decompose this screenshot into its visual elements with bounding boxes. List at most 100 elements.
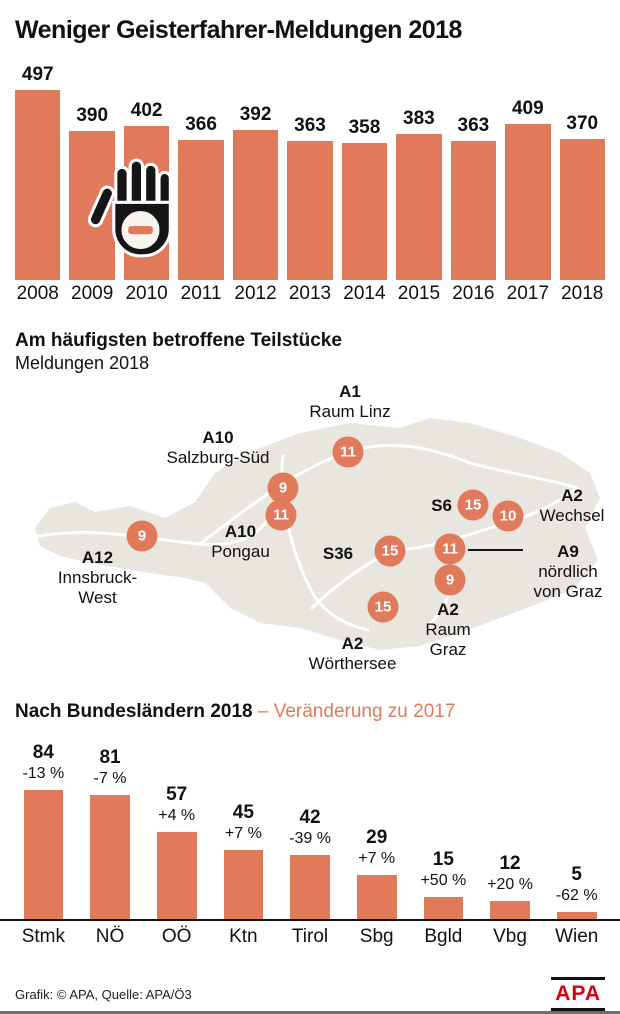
map-label-a2-raum-graz: A2 Raum Graz bbox=[407, 600, 489, 660]
map-label-a9-noerdlich-von-graz: A9 nördlich von Graz bbox=[520, 542, 616, 602]
bar bbox=[490, 901, 530, 920]
year-label: 2016 bbox=[452, 283, 495, 304]
bar-value-label: 370 bbox=[566, 113, 599, 134]
map-badge-woerthersee: 15 bbox=[367, 591, 399, 623]
bar-value-label: 12 bbox=[499, 853, 521, 874]
bar-value-label: 57 bbox=[166, 784, 188, 805]
bar-column: 363 bbox=[450, 62, 497, 280]
bar-column: 42 -39 % bbox=[282, 733, 339, 920]
states-chart-baseline bbox=[0, 919, 620, 921]
map-label-s36: S36 bbox=[313, 544, 363, 564]
bar bbox=[396, 134, 442, 280]
route-number: A10 bbox=[202, 428, 234, 447]
bar-column: 392 bbox=[232, 62, 279, 280]
state-label: Tirol bbox=[291, 926, 329, 947]
bar bbox=[232, 130, 279, 280]
map-label-a12-innsbruck-west: A12 Innsbruck- West bbox=[40, 548, 155, 608]
year-label: 2008 bbox=[16, 283, 59, 304]
bar bbox=[23, 790, 64, 920]
state-label: Wien bbox=[555, 926, 599, 947]
state-label: Sbg bbox=[359, 926, 394, 947]
bar bbox=[559, 139, 605, 280]
bar-column: 5 -62 % bbox=[548, 733, 605, 920]
states-heading-rest: – Veränderung zu 2017 bbox=[252, 701, 456, 722]
route-number: S36 bbox=[322, 544, 354, 563]
bar-change-label: +20 % bbox=[487, 876, 533, 893]
route-name: Pongau bbox=[211, 542, 270, 561]
route-name: Graz bbox=[429, 640, 467, 659]
route-number: A12 bbox=[81, 548, 114, 567]
bar-value-label: 81 bbox=[99, 747, 121, 768]
state-label: Stmk bbox=[21, 926, 65, 947]
state-label: Vbg bbox=[493, 926, 527, 947]
states-section-heading: Nach Bundesländern 2018 – Veränderung zu… bbox=[15, 701, 455, 723]
map-badge-s6: 15 bbox=[457, 489, 489, 521]
route-name: von Graz bbox=[533, 582, 603, 601]
bar-column: 15 +50 % bbox=[415, 733, 472, 920]
bar-value-label: 366 bbox=[185, 114, 217, 135]
year-label: 2017 bbox=[506, 283, 549, 304]
year-label: 2009 bbox=[71, 283, 114, 304]
bar-value-label: 29 bbox=[366, 827, 388, 848]
credit-text: Grafik: © APA, Quelle: APA/Ö3 bbox=[15, 987, 192, 1002]
map-label-a10-salzburg-sued: A10 Salzburg-Süd bbox=[138, 428, 298, 468]
bar bbox=[178, 140, 224, 280]
year-label: 2015 bbox=[397, 283, 441, 304]
map-section-subheading: Meldungen 2018 bbox=[15, 353, 150, 373]
a9-pointer-line bbox=[468, 549, 523, 551]
page-title: Weniger Geisterfahrer-Meldungen 2018 bbox=[15, 16, 462, 44]
map-label-a1-raum-linz: A1 Raum Linz bbox=[290, 382, 410, 422]
route-name: Salzburg-Süd bbox=[166, 448, 270, 467]
bar bbox=[287, 141, 333, 280]
bar-column: 363 bbox=[287, 62, 333, 280]
map-section-heading: Am häufigsten betroffene Teilstücke bbox=[15, 330, 342, 351]
route-number: A2 bbox=[341, 634, 364, 653]
austria-map: A1 Raum Linz A10 Salzburg-Süd A10 Pongau… bbox=[0, 378, 620, 690]
map-label-a10-pongau: A10 Pongau bbox=[183, 522, 298, 562]
bar bbox=[341, 143, 388, 280]
bar-column: 383 bbox=[396, 62, 442, 280]
map-label-a2-wechsel: A2 Wechsel bbox=[528, 486, 616, 526]
bar-column: 358 bbox=[341, 62, 388, 280]
bar-change-label: -39 % bbox=[289, 830, 331, 847]
route-name: nördlich bbox=[538, 562, 598, 581]
route-number: A9 bbox=[557, 542, 579, 561]
bar-column: 57 +4 % bbox=[148, 733, 205, 920]
route-number: A1 bbox=[339, 382, 361, 401]
route-number: S6 bbox=[431, 496, 452, 515]
bar bbox=[223, 850, 264, 920]
bar-value-label: 409 bbox=[511, 98, 544, 119]
bar-change-label: +4 % bbox=[158, 807, 196, 824]
state-label: Ktn bbox=[229, 926, 258, 947]
bar bbox=[450, 141, 497, 280]
route-name: Innsbruck- bbox=[57, 568, 138, 587]
bar-value-label: 363 bbox=[457, 115, 490, 136]
state-label: Bgld bbox=[424, 926, 463, 947]
bar-value-label: 358 bbox=[348, 117, 381, 138]
stop-hand-graphic bbox=[87, 158, 172, 258]
state-label: OÖ bbox=[161, 926, 192, 947]
bar bbox=[156, 832, 197, 920]
bar-value-label: 5 bbox=[571, 864, 582, 885]
bar bbox=[290, 855, 330, 920]
bar bbox=[505, 124, 551, 280]
year-label: 2013 bbox=[288, 283, 332, 304]
state-label: NÖ bbox=[95, 926, 125, 947]
bar bbox=[15, 90, 61, 280]
bar-value-label: 15 bbox=[432, 849, 454, 870]
bar-change-label: +50 % bbox=[420, 872, 467, 889]
bar-value-label: 84 bbox=[32, 742, 54, 763]
map-badge-s36: 15 bbox=[374, 535, 406, 567]
bar-column: 12 +20 % bbox=[482, 733, 539, 920]
map-badge-raum-linz: 11 bbox=[332, 436, 364, 468]
stop-hand-icon bbox=[87, 155, 193, 263]
states-chart-axis: Stmk NÖ OÖ Ktn Tirol Sbg Bgld Vbg Wien bbox=[15, 926, 605, 948]
year-label: 2012 bbox=[234, 283, 277, 304]
route-number: A10 bbox=[224, 522, 257, 541]
route-number: A2 bbox=[561, 486, 583, 505]
route-name: Wechsel bbox=[539, 506, 605, 525]
route-number: A2 bbox=[437, 600, 459, 619]
map-badge-a9: 11 bbox=[434, 533, 466, 565]
bar bbox=[556, 912, 597, 920]
